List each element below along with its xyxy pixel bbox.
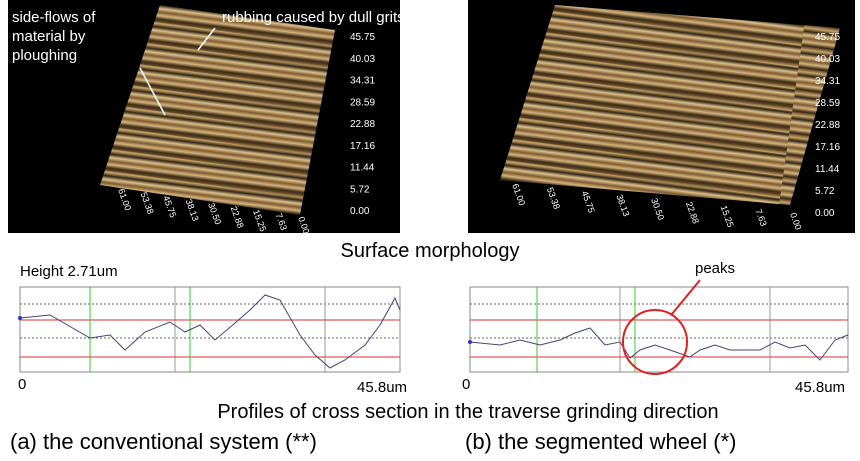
caption: Profiles of cross section in the travers… (217, 401, 718, 423)
z-tick-label: 45.75 (350, 32, 375, 43)
z-tick-label: 45.75 (815, 32, 840, 43)
z-tick-label: 0.00 (350, 206, 370, 217)
z-tick-label: 28.59 (350, 97, 375, 108)
annotation: rubbing caused by dull grits (222, 9, 405, 26)
z-tick-label: 17.16 (350, 141, 375, 152)
axis-label: 45.8um (795, 379, 845, 396)
z-tick-label: 0.00 (815, 208, 835, 219)
annotation: peaks (695, 260, 735, 277)
z-tick-label: 5.72 (350, 184, 370, 195)
caption: (b) the segmented wheel (*) (465, 429, 736, 454)
z-tick-label: 17.16 (815, 142, 840, 153)
arrow (197, 27, 216, 51)
axis-label: 45.8um (357, 379, 407, 396)
z-tick-label: 11.44 (815, 164, 840, 175)
caption: (a) the conventional system (**) (10, 429, 317, 454)
annotation: material by (12, 28, 86, 45)
axis-label: 0 (462, 376, 470, 393)
surface (100, 5, 335, 215)
z-tick-label: 22.88 (350, 119, 375, 130)
profile-plot (468, 279, 849, 375)
surface (500, 5, 840, 205)
annotation: ploughing (12, 47, 77, 64)
z-tick-label: 28.59 (815, 98, 840, 109)
profile-plot (18, 286, 401, 373)
height-label: Height 2.71um (20, 263, 118, 280)
z-tick-label: 11.44 (350, 163, 375, 174)
z-tick-label: 40.03 (350, 54, 375, 65)
z-tick-label: 34.31 (350, 76, 375, 87)
annotation: side-flows of (12, 9, 96, 26)
axis-label: 0 (18, 376, 26, 393)
caption: Surface morphology (341, 240, 520, 262)
arrow (139, 67, 166, 116)
z-tick-label: 5.72 (815, 186, 835, 197)
z-tick-label: 40.03 (815, 54, 840, 65)
z-tick-label: 22.88 (815, 120, 840, 131)
z-tick-label: 34.31 (815, 76, 840, 87)
